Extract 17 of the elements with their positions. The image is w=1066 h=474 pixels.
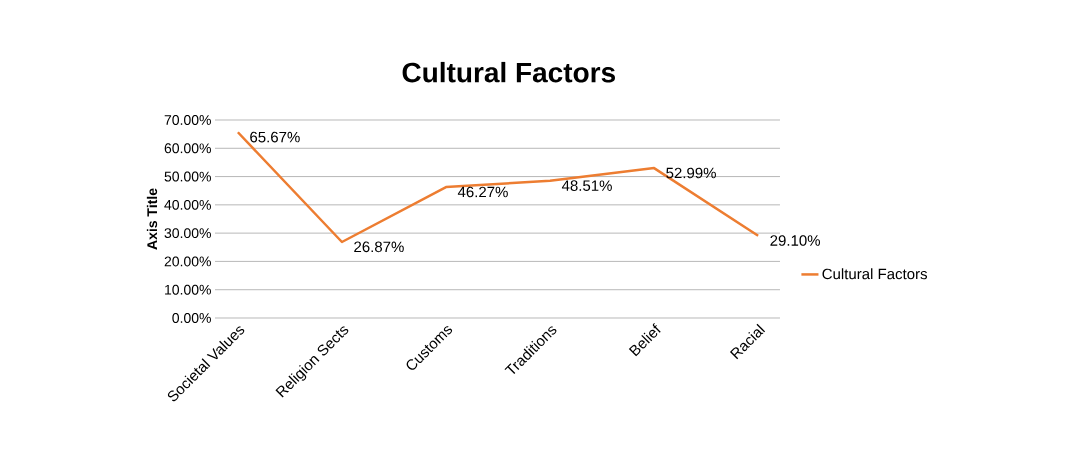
y-tick-label: 30.00%	[164, 228, 211, 239]
chart-title: Cultural Factors	[402, 61, 615, 83]
y-tick-label: 40.00%	[164, 199, 211, 210]
y-tick-label: 10.00%	[165, 284, 211, 295]
legend-label: Cultural Factors	[822, 268, 927, 280]
data-label: 48.51%	[561, 180, 612, 191]
data-label: 29.10%	[770, 235, 821, 246]
y-tick-label: 20.00%	[164, 256, 211, 267]
data-label: 26.87%	[354, 241, 404, 253]
y-tick-label: 70.00%	[164, 115, 211, 125]
y-tick-label: 50.00%	[164, 171, 211, 182]
data-label: 65.67%	[250, 131, 300, 143]
y-axis-title: Axis Title	[146, 188, 158, 250]
y-tick-label: 0.00%	[172, 313, 211, 323]
data-label: 46.27%	[457, 186, 508, 198]
data-label: 52.99%	[666, 167, 716, 179]
y-tick-label: 60.00%	[164, 143, 211, 154]
